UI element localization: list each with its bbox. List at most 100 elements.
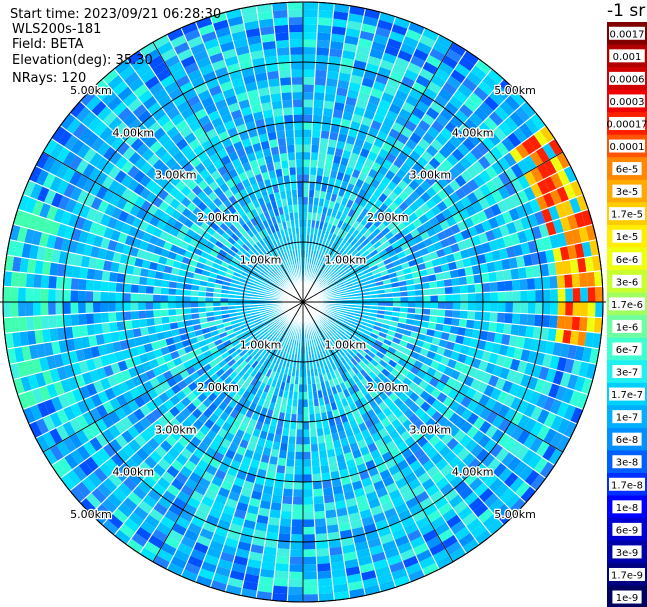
range-gate-cell (173, 549, 191, 563)
ray-separator (224, 12, 304, 303)
range-gate-cell (299, 369, 303, 377)
range-gate-cell (355, 371, 365, 381)
range-gate-cell (109, 397, 122, 411)
range-gate-cell (380, 253, 390, 262)
range-gate-cell (89, 152, 103, 168)
range-gate-cell (6, 239, 17, 257)
range-gate-cell (345, 566, 361, 577)
range-gate-cell (394, 477, 408, 490)
range-gate-cell (319, 270, 326, 278)
range-gate-cell (403, 522, 419, 535)
range-gate-cell (337, 228, 345, 238)
range-gate-cell (258, 239, 267, 248)
range-gate-cell (55, 314, 65, 328)
range-gate-cell (515, 444, 530, 461)
range-gate-cell (332, 583, 349, 593)
range-gate-cell (254, 379, 263, 389)
range-gate-cell (198, 382, 209, 393)
range-gate-cell (541, 314, 551, 328)
range-gate-cell (297, 189, 303, 198)
range-gate-cell (133, 421, 146, 435)
range-gate-cell (139, 174, 152, 188)
colorbar-label: 0.0017 (610, 29, 645, 40)
range-gate-cell (147, 325, 157, 335)
range-gate-cell (51, 461, 67, 479)
range-gate-cell (95, 156, 109, 172)
range-gate-cell (10, 302, 19, 318)
range-gate-cell (280, 334, 286, 343)
range-gate-cell (123, 273, 133, 284)
range-gate-cell (357, 274, 367, 281)
range-gate-cell (62, 150, 77, 167)
range-gate-cell (376, 19, 394, 31)
range-gate-cell (250, 208, 259, 218)
range-gate-cell (384, 457, 397, 470)
range-gate-cell (312, 107, 324, 116)
range-gate-cell (327, 338, 334, 347)
range-gate-cell (227, 358, 237, 368)
range-gate-cell (584, 331, 594, 348)
range-gate-cell (95, 333, 105, 346)
range-gate-cell (330, 271, 338, 279)
ring-label: 5.00km (70, 508, 112, 521)
range-gate-cell (156, 41, 174, 56)
range-gate-cell (296, 182, 303, 190)
range-gate-cell (311, 137, 321, 146)
range-gate-cell (274, 339, 281, 348)
range-gate-cell (260, 328, 269, 336)
range-gate-cell (46, 205, 58, 221)
range-gate-cell (388, 30, 406, 43)
range-gate-cell (220, 305, 229, 311)
range-gate-cell (89, 182, 102, 197)
range-gate-cell (341, 50, 357, 60)
range-gate-cell (333, 243, 340, 252)
ray-separator (302, 58, 480, 303)
range-gate-cell (355, 254, 364, 263)
range-gate-cell (292, 107, 303, 115)
range-gate-cell (483, 384, 495, 398)
range-gate-cell (145, 179, 158, 192)
range-gate-cell (478, 197, 491, 211)
range-gate-cell (227, 380, 237, 390)
range-gate-cell (96, 503, 113, 520)
range-gate-cell (51, 340, 61, 356)
range-gate-cell (215, 368, 225, 378)
range-gate-cell (318, 592, 335, 602)
range-gate-cell (279, 325, 286, 333)
range-gate-cell (279, 254, 285, 262)
range-gate-cell (279, 190, 287, 200)
range-gate-cell (245, 383, 255, 393)
range-gate-cell (188, 471, 202, 484)
range-gate-cell (16, 361, 28, 378)
range-gate-cell (430, 515, 446, 530)
range-gate-cell (388, 128, 401, 140)
range-gate-cell (53, 380, 65, 397)
range-gate-cell (393, 452, 406, 465)
range-gate-cell (445, 215, 457, 228)
range-gate-cell (280, 270, 287, 278)
ray-separator (302, 193, 584, 303)
range-gate-cell (148, 234, 160, 246)
range-gate-cell (563, 230, 575, 246)
range-gate-cell (483, 95, 500, 112)
range-gate-cell (326, 448, 336, 458)
range-gate-cell (160, 515, 176, 530)
range-gate-cell (287, 205, 294, 214)
range-gate-cell (415, 41, 433, 55)
range-gate-cell (324, 356, 331, 366)
range-gate-cell (457, 326, 466, 337)
ray-separator (166, 34, 304, 303)
range-gate-cell (254, 118, 266, 129)
range-gate-cell (102, 519, 119, 536)
range-gate-cell (199, 236, 209, 246)
range-gate-cell (369, 249, 379, 258)
range-gate-cell (231, 257, 241, 265)
range-gate-cell (190, 42, 207, 56)
range-gate-cell (498, 247, 509, 260)
range-gate-cell (354, 52, 369, 63)
range-gate-cell (276, 274, 283, 281)
range-gate-cell (318, 260, 324, 269)
range-gate-cell (230, 233, 240, 242)
range-gate-cell (316, 39, 331, 49)
range-gate-cell (219, 41, 236, 53)
